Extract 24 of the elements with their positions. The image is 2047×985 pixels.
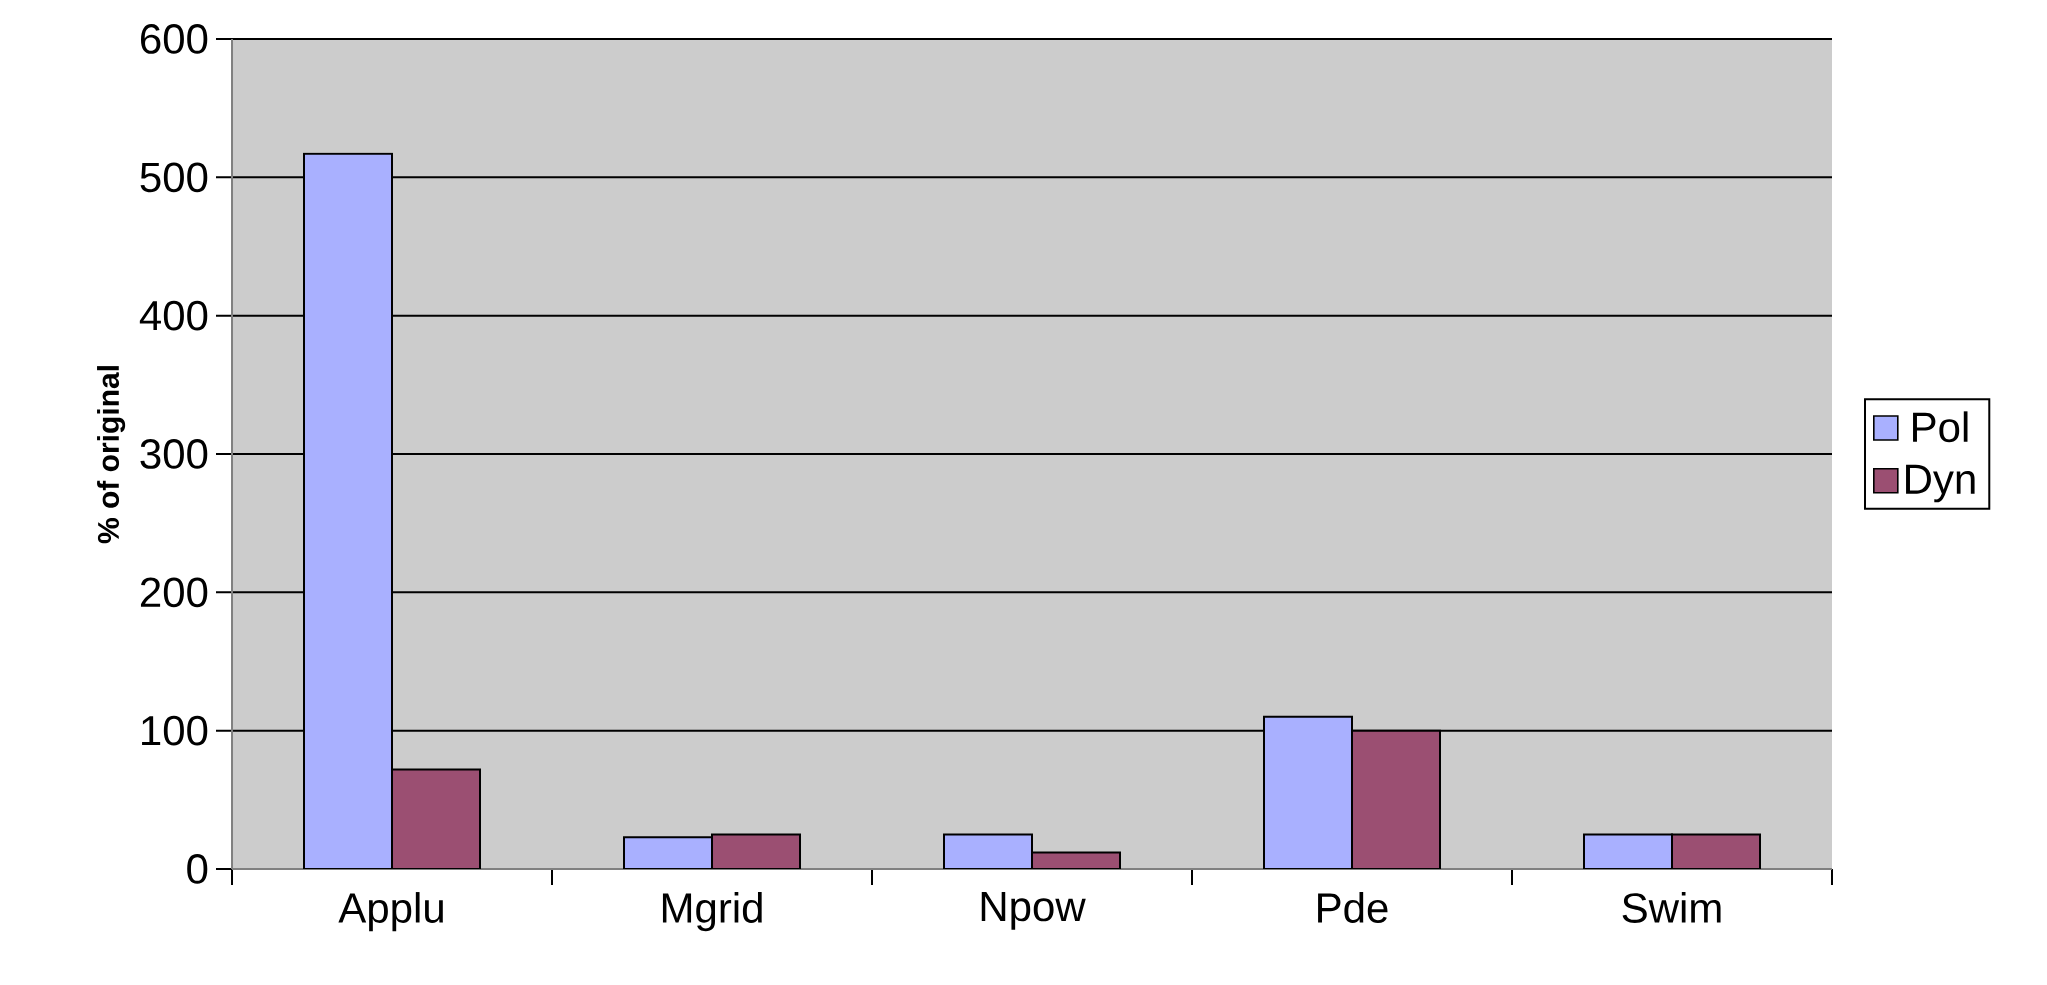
legend-label: Pol (1913, 411, 1968, 443)
y-tick-label: 0 (187, 854, 208, 884)
y-tick-label: 100 (142, 715, 208, 746)
bar (623, 836, 713, 869)
x-tick-label: Mgrid (662, 892, 762, 932)
x-tick-label: Applu (338, 892, 443, 932)
legend-label: Dyn (1906, 464, 1975, 503)
bar (943, 833, 1033, 869)
y-tick-label: 400 (139, 300, 208, 331)
bar (1583, 833, 1673, 869)
bar (1263, 715, 1353, 869)
x-tick-label: Pde (1318, 892, 1388, 923)
y-tick-label: 300 (140, 439, 208, 469)
x-tick-label: Npow (981, 892, 1086, 930)
x-tick-label: Swim (1622, 892, 1721, 923)
y-tick-label: 500 (140, 162, 208, 193)
bar (1351, 729, 1441, 869)
bar (303, 152, 394, 869)
y-axis-title: % of original (97, 366, 126, 544)
y-tick-label: 200 (140, 577, 208, 608)
y-tick-label: 600 (141, 24, 208, 54)
bar (1671, 833, 1761, 869)
bar (391, 768, 482, 869)
bar (711, 833, 801, 869)
